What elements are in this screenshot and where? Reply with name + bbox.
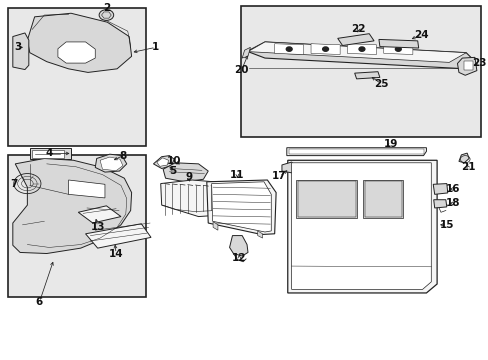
Text: 24: 24 xyxy=(413,30,428,40)
Text: 22: 22 xyxy=(350,24,365,35)
Circle shape xyxy=(285,47,291,51)
Text: 20: 20 xyxy=(234,64,248,75)
Text: 25: 25 xyxy=(373,79,388,89)
Text: 21: 21 xyxy=(460,162,474,172)
Polygon shape xyxy=(286,148,426,156)
Polygon shape xyxy=(432,184,447,194)
Polygon shape xyxy=(78,206,121,223)
Text: 9: 9 xyxy=(185,172,192,182)
Polygon shape xyxy=(27,13,131,72)
Bar xyxy=(297,181,355,217)
Text: 4: 4 xyxy=(45,148,53,158)
Polygon shape xyxy=(363,180,402,218)
Polygon shape xyxy=(274,44,303,54)
Circle shape xyxy=(358,47,364,51)
Text: 16: 16 xyxy=(445,184,459,194)
Polygon shape xyxy=(213,222,218,230)
Polygon shape xyxy=(157,158,168,166)
Circle shape xyxy=(322,47,328,51)
Bar xyxy=(288,149,423,154)
Polygon shape xyxy=(310,44,340,54)
Circle shape xyxy=(99,10,113,21)
Bar xyxy=(30,148,71,159)
Polygon shape xyxy=(247,42,472,69)
Bar xyxy=(463,60,471,69)
Text: 23: 23 xyxy=(471,58,486,68)
Polygon shape xyxy=(346,44,376,54)
Polygon shape xyxy=(457,57,476,75)
Bar xyxy=(32,150,63,158)
Polygon shape xyxy=(100,157,122,171)
Polygon shape xyxy=(296,180,356,218)
Polygon shape xyxy=(242,47,250,58)
Polygon shape xyxy=(378,40,418,48)
Text: 17: 17 xyxy=(272,171,286,181)
Polygon shape xyxy=(206,180,276,234)
Text: 10: 10 xyxy=(167,156,181,166)
Polygon shape xyxy=(163,163,208,182)
Bar xyxy=(8,8,146,146)
Circle shape xyxy=(395,47,401,51)
Text: 6: 6 xyxy=(36,297,43,307)
Text: 3: 3 xyxy=(14,42,21,52)
Text: 7: 7 xyxy=(11,179,18,189)
Text: 18: 18 xyxy=(445,198,459,208)
Bar xyxy=(8,155,146,297)
Text: 12: 12 xyxy=(231,253,246,263)
Polygon shape xyxy=(337,34,373,45)
Polygon shape xyxy=(354,72,379,79)
Text: 5: 5 xyxy=(169,166,176,176)
Text: 13: 13 xyxy=(90,222,105,231)
Text: 1: 1 xyxy=(152,42,159,52)
Polygon shape xyxy=(153,156,174,168)
Polygon shape xyxy=(68,180,105,198)
Polygon shape xyxy=(13,158,131,253)
Polygon shape xyxy=(433,200,446,208)
Text: 15: 15 xyxy=(439,220,453,230)
Polygon shape xyxy=(247,42,465,62)
Text: 19: 19 xyxy=(383,139,397,149)
Polygon shape xyxy=(291,163,430,289)
Bar xyxy=(240,6,480,137)
Polygon shape xyxy=(95,154,126,172)
Polygon shape xyxy=(282,162,296,173)
Polygon shape xyxy=(85,224,151,248)
Polygon shape xyxy=(257,231,262,238)
Polygon shape xyxy=(161,180,221,217)
Polygon shape xyxy=(229,235,247,256)
Polygon shape xyxy=(211,182,271,232)
Polygon shape xyxy=(13,33,29,69)
Text: 14: 14 xyxy=(108,248,123,258)
Polygon shape xyxy=(58,42,95,63)
Text: 8: 8 xyxy=(119,150,126,161)
Polygon shape xyxy=(287,160,436,293)
Bar xyxy=(364,181,401,217)
Polygon shape xyxy=(383,44,412,54)
Text: 11: 11 xyxy=(230,170,244,180)
Polygon shape xyxy=(458,153,468,163)
Text: 2: 2 xyxy=(102,3,110,13)
